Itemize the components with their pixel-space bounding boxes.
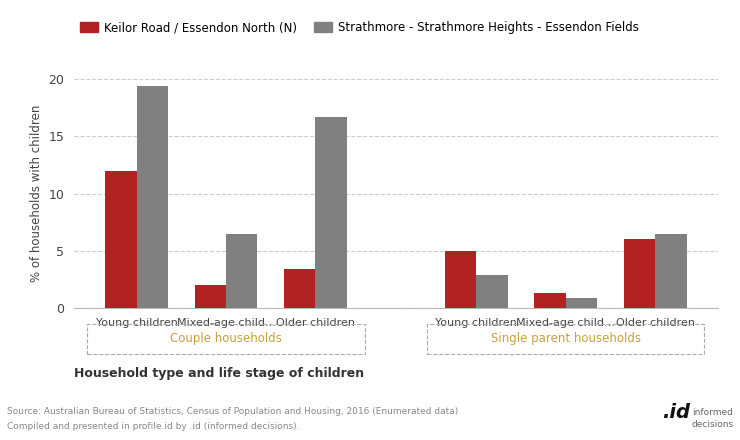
Bar (624, 239, 655, 308)
Bar (315, 117, 347, 308)
Legend: Keilor Road / Essendon North (N), Strathmore - Strathmore Heights - Essendon Fie: Keilor Road / Essendon North (N), Strath… (80, 21, 639, 34)
Text: .id: .id (662, 403, 690, 422)
Text: decisions: decisions (692, 420, 734, 429)
Text: Single parent households: Single parent households (491, 332, 641, 345)
Bar (284, 269, 315, 308)
Bar (105, 171, 137, 308)
Bar (477, 275, 508, 308)
Text: Compiled and presented in profile.id by .id (informed decisions).: Compiled and presented in profile.id by … (7, 422, 300, 431)
Text: Household type and life stage of children: Household type and life stage of childre… (74, 367, 364, 381)
Y-axis label: % of households with children: % of households with children (30, 105, 43, 282)
Bar (445, 251, 477, 308)
Text: informed: informed (692, 408, 733, 417)
Bar (566, 298, 597, 308)
Bar (195, 285, 226, 308)
Text: Source: Australian Bureau of Statistics, Census of Population and Housing, 2016 : Source: Australian Bureau of Statistics,… (7, 407, 459, 416)
Bar (137, 86, 168, 308)
Bar (226, 234, 258, 308)
Text: Couple households: Couple households (170, 332, 282, 345)
Bar (534, 293, 566, 308)
Bar (655, 234, 687, 308)
